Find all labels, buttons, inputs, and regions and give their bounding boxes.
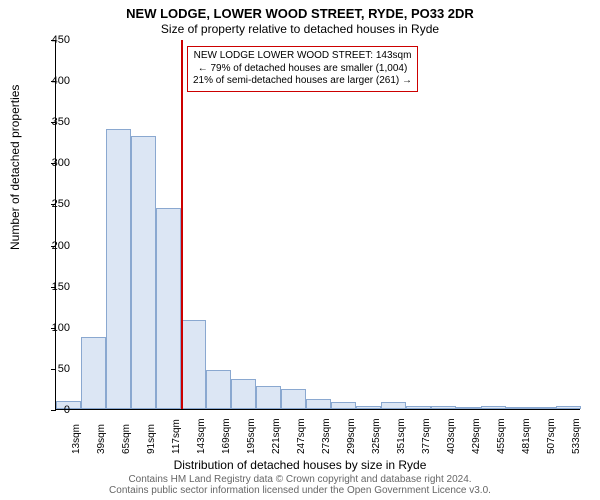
plot-area: NEW LODGE LOWER WOOD STREET: 143sqm← 79%… xyxy=(55,40,580,410)
footer-line1: Contains HM Land Registry data © Crown c… xyxy=(128,474,471,485)
annotation-line3: 21% of semi-detached houses are larger (… xyxy=(193,75,412,88)
xtick-label: 351sqm xyxy=(396,418,407,454)
xtick-label: 299sqm xyxy=(346,418,357,454)
xtick-label: 247sqm xyxy=(296,418,307,454)
ytick-label: 450 xyxy=(30,34,70,46)
histogram-bar xyxy=(181,320,206,409)
ytick-label: 150 xyxy=(30,281,70,293)
xtick-label: 273sqm xyxy=(321,418,332,454)
histogram-bar xyxy=(356,406,381,409)
y-axis-label: Number of detached properties xyxy=(8,85,22,250)
xtick-label: 507sqm xyxy=(546,418,557,454)
xtick-label: 143sqm xyxy=(196,418,207,454)
xtick-label: 377sqm xyxy=(421,418,432,454)
histogram-bar xyxy=(106,129,131,409)
ytick-label: 100 xyxy=(30,322,70,334)
xtick-label: 403sqm xyxy=(446,418,457,454)
xtick-label: 481sqm xyxy=(521,418,532,454)
chart-container: NEW LODGE, LOWER WOOD STREET, RYDE, PO33… xyxy=(0,0,600,500)
histogram-bar xyxy=(131,136,156,409)
histogram-bar xyxy=(81,337,106,409)
histogram-bar xyxy=(406,406,431,409)
histogram-bar xyxy=(256,386,281,409)
histogram-bar xyxy=(206,370,231,409)
chart-title: NEW LODGE, LOWER WOOD STREET, RYDE, PO33… xyxy=(0,6,600,21)
xtick-label: 39sqm xyxy=(96,424,107,454)
xtick-label: 91sqm xyxy=(146,424,157,454)
histogram-bar xyxy=(431,406,456,409)
chart-subtitle: Size of property relative to detached ho… xyxy=(0,22,600,36)
chart-footer: Contains HM Land Registry data © Crown c… xyxy=(0,474,600,496)
reference-line xyxy=(181,40,183,409)
x-axis-label: Distribution of detached houses by size … xyxy=(0,458,600,472)
histogram-bar xyxy=(506,407,531,409)
ytick-label: 200 xyxy=(30,240,70,252)
histogram-bar xyxy=(231,379,256,409)
histogram-bar xyxy=(331,402,356,409)
histogram-bar xyxy=(481,406,506,409)
ytick-label: 300 xyxy=(30,157,70,169)
histogram-bar xyxy=(281,389,306,409)
histogram-bar xyxy=(531,407,556,409)
annotation-line1: NEW LODGE LOWER WOOD STREET: 143sqm xyxy=(193,50,412,63)
ytick-label: 400 xyxy=(30,75,70,87)
footer-line2: Contains public sector information licen… xyxy=(109,485,491,496)
ytick-label: 250 xyxy=(30,198,70,210)
histogram-bar xyxy=(156,208,181,409)
xtick-label: 13sqm xyxy=(71,424,82,454)
plot-inner: NEW LODGE LOWER WOOD STREET: 143sqm← 79%… xyxy=(55,40,580,410)
annotation-line2: ← 79% of detached houses are smaller (1,… xyxy=(193,63,412,76)
xtick-label: 169sqm xyxy=(221,418,232,454)
histogram-bar xyxy=(456,407,481,409)
histogram-bar xyxy=(556,406,581,409)
ytick-label: 350 xyxy=(30,116,70,128)
annotation-box: NEW LODGE LOWER WOOD STREET: 143sqm← 79%… xyxy=(187,46,418,92)
ytick-label: 50 xyxy=(30,363,70,375)
histogram-bar xyxy=(306,399,331,409)
xtick-label: 533sqm xyxy=(571,418,582,454)
xtick-label: 325sqm xyxy=(371,418,382,454)
xtick-label: 221sqm xyxy=(271,418,282,454)
xtick-label: 195sqm xyxy=(246,418,257,454)
xtick-label: 429sqm xyxy=(471,418,482,454)
xtick-label: 65sqm xyxy=(121,424,132,454)
ytick-label: 0 xyxy=(30,404,70,416)
xtick-label: 455sqm xyxy=(496,418,507,454)
xtick-label: 117sqm xyxy=(171,419,182,454)
histogram-bar xyxy=(381,402,406,409)
